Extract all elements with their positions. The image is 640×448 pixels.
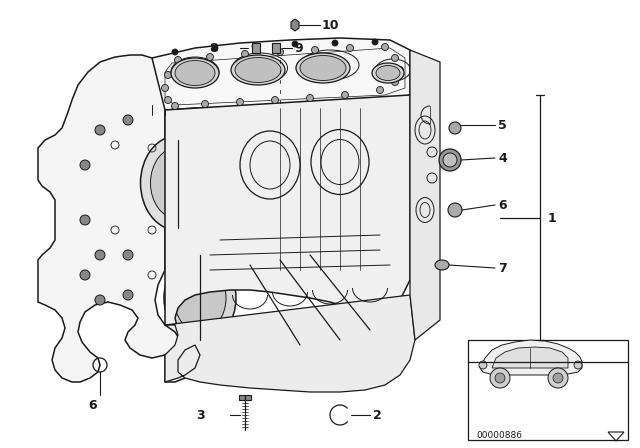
Circle shape [495, 373, 505, 383]
Circle shape [397, 66, 403, 73]
Circle shape [332, 40, 338, 46]
Circle shape [276, 48, 284, 56]
Circle shape [241, 181, 249, 189]
Text: 9: 9 [294, 42, 303, 55]
Circle shape [443, 153, 457, 167]
Ellipse shape [372, 63, 404, 83]
Polygon shape [252, 43, 260, 53]
Circle shape [241, 51, 248, 57]
Circle shape [80, 215, 90, 225]
Ellipse shape [231, 55, 285, 85]
Polygon shape [272, 43, 280, 53]
Ellipse shape [300, 56, 346, 81]
Circle shape [80, 270, 90, 280]
Text: 5: 5 [498, 119, 507, 132]
Circle shape [123, 290, 133, 300]
Circle shape [164, 96, 172, 103]
Text: 10: 10 [322, 18, 339, 31]
Circle shape [312, 47, 319, 53]
Ellipse shape [435, 260, 449, 270]
Text: 3: 3 [196, 409, 205, 422]
Ellipse shape [141, 135, 216, 231]
Text: 6: 6 [498, 198, 507, 211]
Polygon shape [480, 340, 582, 375]
Text: 00000886: 00000886 [476, 431, 522, 439]
Circle shape [175, 56, 182, 64]
Ellipse shape [175, 60, 215, 86]
Polygon shape [152, 38, 410, 110]
Circle shape [241, 251, 249, 259]
Circle shape [123, 250, 133, 260]
Circle shape [372, 39, 378, 45]
Ellipse shape [150, 147, 205, 219]
Polygon shape [165, 95, 410, 382]
Circle shape [376, 86, 383, 94]
Circle shape [307, 95, 314, 102]
Circle shape [490, 368, 510, 388]
Circle shape [346, 44, 353, 52]
Polygon shape [291, 19, 299, 31]
Circle shape [172, 103, 179, 109]
Ellipse shape [296, 53, 350, 83]
Ellipse shape [164, 253, 236, 343]
Circle shape [252, 43, 258, 49]
Circle shape [172, 49, 178, 55]
Circle shape [448, 203, 462, 217]
Text: 6: 6 [88, 399, 97, 412]
Circle shape [553, 373, 563, 383]
Polygon shape [410, 50, 440, 340]
Circle shape [392, 78, 399, 86]
Circle shape [449, 122, 461, 134]
Circle shape [202, 100, 209, 108]
Ellipse shape [376, 65, 400, 81]
Text: 8: 8 [209, 42, 218, 55]
Circle shape [164, 72, 172, 78]
Circle shape [95, 125, 105, 135]
Circle shape [95, 295, 105, 305]
Circle shape [342, 91, 349, 99]
Circle shape [381, 43, 388, 51]
Polygon shape [165, 295, 415, 392]
Circle shape [292, 41, 298, 47]
Polygon shape [38, 55, 180, 382]
Circle shape [479, 361, 487, 369]
Circle shape [161, 85, 168, 91]
Text: 7: 7 [498, 262, 507, 275]
Text: 4: 4 [498, 151, 507, 164]
Circle shape [574, 361, 582, 369]
Ellipse shape [174, 264, 226, 332]
Ellipse shape [235, 57, 281, 82]
Circle shape [80, 160, 90, 170]
Polygon shape [239, 395, 251, 400]
Circle shape [241, 216, 249, 224]
Circle shape [212, 45, 218, 51]
Ellipse shape [171, 58, 219, 88]
Circle shape [548, 368, 568, 388]
Circle shape [392, 55, 399, 61]
Polygon shape [492, 347, 568, 368]
Text: 1: 1 [548, 211, 557, 224]
Circle shape [237, 99, 243, 105]
Circle shape [439, 149, 461, 171]
Circle shape [271, 96, 278, 103]
Circle shape [95, 250, 105, 260]
Text: 2: 2 [373, 409, 381, 422]
Circle shape [123, 115, 133, 125]
Circle shape [207, 53, 214, 60]
